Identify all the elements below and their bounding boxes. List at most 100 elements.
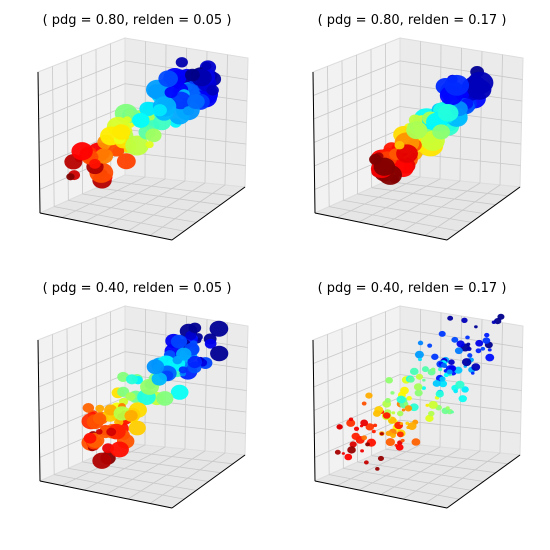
blob [484, 332, 490, 338]
blob [347, 446, 356, 454]
blob [414, 350, 424, 359]
blob [351, 432, 360, 440]
blob [210, 345, 229, 362]
blob [390, 433, 396, 439]
blob [425, 414, 434, 422]
blob [475, 339, 484, 347]
blob [400, 438, 405, 443]
blob [336, 424, 343, 430]
blob [92, 452, 112, 469]
blob [396, 431, 404, 438]
blob [139, 101, 157, 117]
blob [170, 334, 188, 349]
blob [427, 343, 433, 348]
blob [183, 106, 195, 116]
blob [106, 427, 117, 437]
axes-3d [37, 37, 249, 241]
blob [404, 405, 413, 412]
blob [417, 340, 424, 346]
axis-line [446, 454, 521, 509]
blob [432, 124, 451, 140]
blob [467, 353, 473, 358]
blob [373, 157, 396, 176]
blob [415, 373, 424, 380]
blob [341, 452, 345, 455]
blob [453, 389, 458, 394]
blob [334, 449, 341, 455]
blob [391, 411, 396, 415]
axes-3d [312, 37, 524, 241]
blob [96, 428, 103, 435]
blob [448, 359, 455, 365]
blob [422, 378, 426, 382]
blob [395, 444, 404, 451]
blob [394, 140, 405, 150]
axis-line [312, 71, 316, 214]
blob [455, 380, 465, 389]
blob [440, 362, 447, 368]
axis-line [37, 71, 41, 214]
blob [466, 346, 472, 351]
blob [470, 371, 475, 375]
blob [382, 412, 391, 419]
blob [94, 148, 114, 164]
blob [407, 422, 417, 431]
blob [407, 376, 415, 383]
blob [125, 392, 136, 401]
axes-3d [312, 305, 524, 509]
blob [346, 419, 356, 427]
blob [385, 438, 395, 447]
blob [451, 336, 459, 343]
blob [409, 367, 419, 376]
blob [372, 410, 381, 417]
blob [156, 391, 174, 406]
blob [349, 441, 357, 448]
blob [431, 353, 439, 360]
axis-line [39, 212, 173, 241]
grid-line [124, 419, 246, 434]
blob [92, 412, 107, 425]
blob [437, 104, 459, 122]
blob [491, 320, 496, 324]
blob [399, 422, 404, 425]
blob [493, 317, 502, 325]
axes-3d [37, 305, 249, 509]
axis-line [314, 212, 448, 241]
axis-line [312, 339, 316, 482]
blob [360, 449, 364, 453]
blob [400, 386, 409, 395]
blob [375, 466, 380, 471]
blob [384, 397, 391, 403]
blob [187, 355, 203, 369]
blob [209, 320, 229, 337]
blob [361, 435, 368, 441]
blob [446, 369, 453, 375]
blob [421, 386, 426, 390]
blob [466, 342, 471, 346]
panel-title: ( pdg = 0.40, relden = 0.17 ) [318, 281, 507, 296]
blob [438, 367, 443, 372]
blob [124, 108, 134, 117]
blob [112, 124, 131, 140]
blob [187, 94, 205, 110]
blob [158, 70, 178, 88]
blob [132, 113, 150, 128]
axis-line [37, 339, 41, 482]
grid-line [124, 151, 246, 166]
blob [454, 347, 463, 355]
blob [385, 377, 393, 384]
blob [438, 380, 448, 388]
blob [170, 384, 189, 400]
panel-title: ( pdg = 0.40, relden = 0.05 ) [43, 281, 232, 296]
blob [385, 430, 392, 437]
blob [371, 429, 376, 434]
blob [417, 357, 423, 362]
blob [82, 403, 95, 413]
blob [439, 376, 446, 382]
blob [116, 153, 136, 170]
panel-title: ( pdg = 0.80, relden = 0.17 ) [318, 13, 507, 28]
blob [83, 432, 97, 444]
blob [431, 367, 436, 372]
blob [480, 346, 486, 351]
